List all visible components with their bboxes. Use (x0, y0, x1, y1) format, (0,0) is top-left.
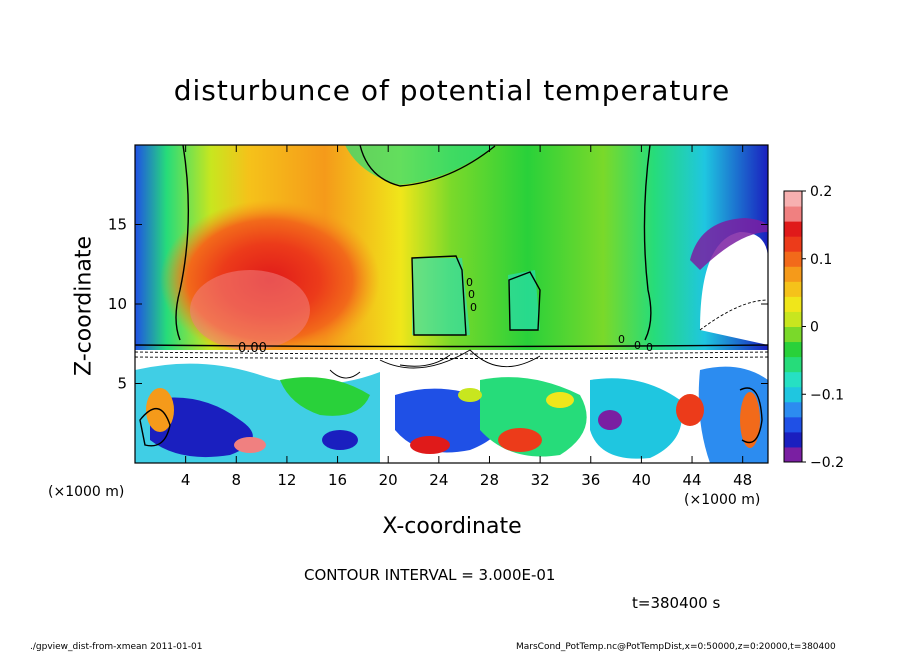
colorbar-swatch (784, 251, 802, 267)
x-tick-label: 12 (277, 471, 296, 489)
colorbar-swatch (784, 206, 802, 222)
x-unit-label-right: (×1000 m) (684, 492, 761, 508)
y-tick-label: 5 (117, 375, 127, 393)
colorbar-swatch (784, 431, 802, 448)
x-unit-label-left: (×1000 m) (48, 484, 125, 500)
time-stamp: t=380400 s (632, 594, 721, 612)
colorbar-tick-label: 0 (810, 320, 819, 336)
contour-label: 0.00 (238, 341, 267, 356)
x-tick-label: 36 (581, 471, 600, 489)
x-tick-label: 24 (429, 471, 448, 489)
colorbar-swatch (784, 191, 802, 207)
colorbar-swatch (784, 416, 802, 433)
x-axis: 4 8 12 16 20 24 28 32 36 40 44 48 (181, 145, 752, 489)
x-tick-label: 32 (531, 471, 550, 489)
contour-value-label: 0 (470, 301, 477, 314)
x-tick-label: 16 (328, 471, 347, 489)
contour-value-label: 0 (634, 339, 641, 352)
colorbar-swatch (784, 296, 802, 312)
contour-value-label: 0 (646, 341, 653, 354)
y-axis-label: Z-coordinate (71, 236, 97, 376)
colorbar-swatch (784, 341, 802, 358)
x-tick-label: 20 (379, 471, 398, 489)
colorbar-swatch (784, 401, 802, 418)
x-tick-label: 48 (733, 471, 752, 489)
contour-value-label: 0 (618, 333, 625, 346)
contour-value-label: 0 (468, 288, 475, 301)
colorbar-swatch (784, 356, 802, 373)
colorbar-tick-label: 0.2 (810, 184, 832, 200)
colorbar-swatch (784, 311, 802, 327)
y-tick-label: 10 (108, 295, 127, 313)
colorbar-swatch (784, 221, 802, 237)
colorbar-swatch (784, 386, 802, 403)
colorbar-swatch (784, 326, 802, 343)
colorbar-tick-label: −0.2 (810, 455, 844, 471)
y-axis: 5 10 15 (108, 216, 768, 393)
contour-interval-note: CONTOUR INTERVAL = 3.000E-01 (304, 566, 556, 584)
field-layer (135, 145, 768, 463)
colorbar-swatch (784, 371, 802, 388)
footer-data-source: MarsCond_PotTemp.nc@PotTempDist,x=0:5000… (516, 642, 836, 652)
footer-script-name: ./gpview_dist-from-xmean 2011-01-01 (30, 642, 203, 652)
colorbar-tick-label: 0.1 (810, 252, 832, 268)
x-tick-label: 44 (682, 471, 701, 489)
contour-value-label: 0 (466, 276, 473, 289)
colorbar-swatch (784, 281, 802, 297)
colorbar-swatch (784, 266, 802, 282)
colorbar-swatch (784, 236, 802, 252)
x-tick-label: 8 (232, 471, 242, 489)
colorbar: 0.2 0.1 0 −0.1 −0.2 (783, 184, 844, 471)
chart-title: disturbunce of potential temperature (173, 74, 731, 107)
x-tick-label: 28 (480, 471, 499, 489)
x-tick-label: 4 (181, 471, 191, 489)
x-axis-label: X-coordinate (382, 514, 522, 539)
y-tick-label: 15 (108, 216, 127, 234)
colorbar-tick-label: −0.1 (810, 387, 844, 403)
colorbar-swatch (784, 446, 802, 463)
x-tick-label: 40 (632, 471, 651, 489)
